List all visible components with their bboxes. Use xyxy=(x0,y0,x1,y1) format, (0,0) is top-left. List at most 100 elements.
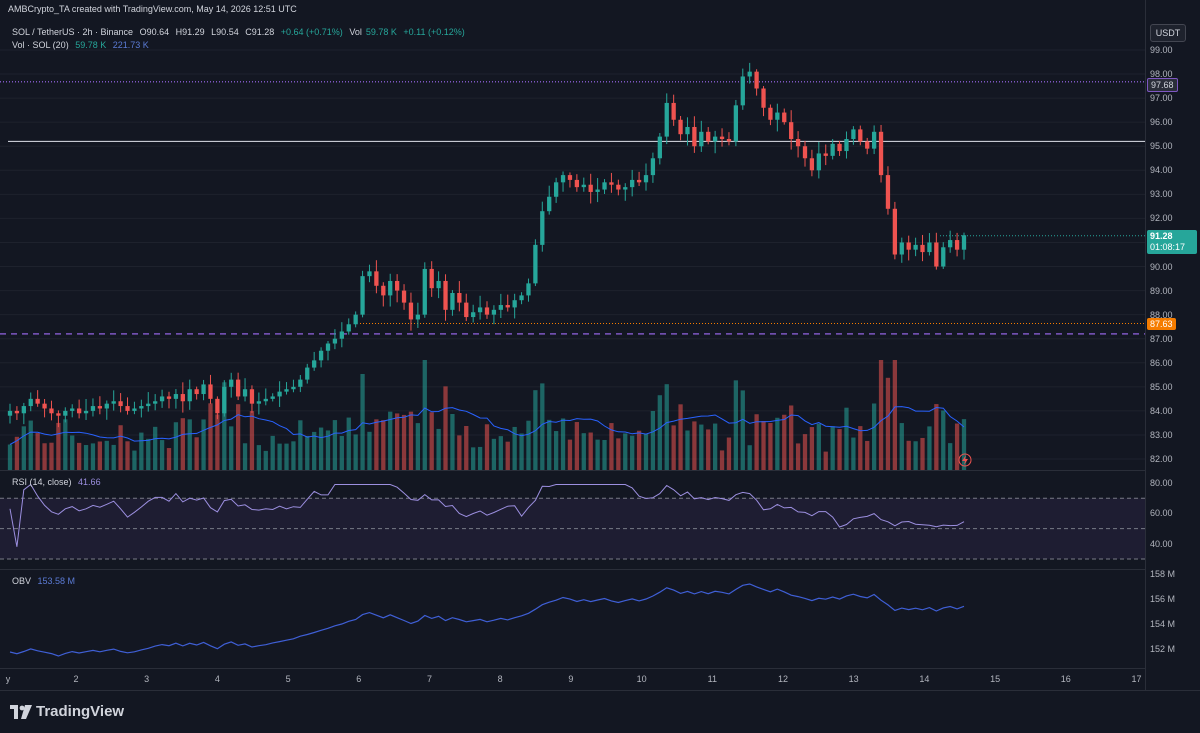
candle xyxy=(899,242,904,255)
volume-bar xyxy=(553,431,559,470)
candle xyxy=(298,379,303,387)
rsi-chart[interactable] xyxy=(0,471,1145,568)
candle xyxy=(526,283,531,296)
time-tick-label: y xyxy=(5,674,11,684)
candle xyxy=(215,398,220,414)
volume-bar xyxy=(782,414,787,470)
replay-lightning-icon xyxy=(958,453,972,467)
candle xyxy=(367,271,372,277)
price-chart[interactable] xyxy=(0,0,1145,470)
candle xyxy=(180,394,185,402)
obv-label[interactable]: OBV xyxy=(12,576,32,586)
time-tick-label: 13 xyxy=(848,674,859,684)
volume-bar xyxy=(325,430,331,470)
candle xyxy=(671,102,676,120)
candle xyxy=(719,136,725,140)
candle xyxy=(878,131,884,176)
volume-bar xyxy=(858,426,863,470)
volume-bar xyxy=(222,382,227,470)
time-tick-label: 7 xyxy=(426,674,433,684)
volume-bar xyxy=(464,425,469,470)
obv-axis[interactable]: 158 M 156 M 154 M 152 M xyxy=(1146,569,1200,668)
volume-bar xyxy=(194,437,199,470)
candle xyxy=(118,401,123,407)
candle xyxy=(83,410,89,414)
candle xyxy=(692,126,697,147)
volume-bar xyxy=(374,419,379,470)
replay-lightning-icon-ring xyxy=(958,453,972,467)
change-value: +0.64 (+0.71%) xyxy=(280,27,343,37)
price-axis[interactable]: 99.00 98.00 97.00 96.00 95.00 94.00 93.00 92.00… xyxy=(1146,0,1200,470)
symbol-label[interactable]: SOL / TetherUS · 2h · Binance xyxy=(12,27,134,37)
time-tick-label: 11 xyxy=(707,674,717,684)
volume-bar xyxy=(132,450,137,470)
pane-divider-1[interactable] xyxy=(0,470,1145,471)
candle xyxy=(256,401,262,404)
candle xyxy=(14,410,20,414)
candle xyxy=(789,122,794,140)
candle xyxy=(360,276,365,315)
rsi-axis[interactable]: 80.00 60.00 40.00 xyxy=(1146,471,1200,568)
volume-bar xyxy=(305,435,310,470)
currency-button[interactable]: USDT xyxy=(1150,24,1186,42)
pane-divider-2[interactable] xyxy=(0,569,1145,570)
volume-bar xyxy=(540,383,545,470)
price-tick-label: 84.00 xyxy=(1150,405,1173,416)
volume-bar xyxy=(235,404,241,470)
volume-bar xyxy=(768,423,773,470)
candle xyxy=(871,131,877,149)
rsi-line xyxy=(9,483,965,547)
volume-bar xyxy=(394,413,400,470)
candle xyxy=(830,143,835,156)
volume-bar xyxy=(961,419,967,470)
candle xyxy=(208,384,213,399)
candle xyxy=(823,153,828,156)
volume-bar xyxy=(505,441,510,470)
candle xyxy=(284,389,289,392)
volume-bar xyxy=(892,360,898,470)
volume-bar xyxy=(899,423,904,470)
volume-bar xyxy=(249,411,255,470)
vol-study-label[interactable]: Vol · SOL (20) xyxy=(12,40,69,50)
volume-bar xyxy=(747,445,752,470)
volume-bar xyxy=(595,439,600,470)
candle xyxy=(76,408,82,414)
candle xyxy=(153,401,158,404)
volume-bar xyxy=(491,438,497,470)
candle xyxy=(277,391,282,397)
volume-bar xyxy=(795,443,801,470)
candle xyxy=(885,175,891,209)
volume-bar xyxy=(574,422,580,470)
time-tick-label: 15 xyxy=(990,674,1001,684)
candle xyxy=(139,406,144,409)
volume-bar xyxy=(699,424,704,470)
price-tick-label: 89.00 xyxy=(1150,285,1173,296)
volume-bar xyxy=(381,420,386,470)
volume-bar xyxy=(35,433,40,470)
rsi-label[interactable]: RSI (14, close) xyxy=(12,477,72,487)
candle xyxy=(740,76,745,106)
time-tick-label: 17 xyxy=(1131,674,1142,684)
time-axis[interactable]: y 2 3 4 5 6 7 8 9 10 11 12 13 14 15 16 17 xyxy=(0,668,1145,689)
obv-legend: OBV 153.58 M xyxy=(12,576,79,586)
volume-bar xyxy=(125,441,130,470)
volume-bar xyxy=(97,441,103,470)
candle xyxy=(21,406,26,414)
volume-bar xyxy=(63,419,68,470)
time-tick-label: 9 xyxy=(568,674,574,684)
price-axis-border xyxy=(1145,0,1146,690)
candle xyxy=(457,292,462,303)
candle xyxy=(851,129,856,140)
candle xyxy=(401,290,407,303)
candle xyxy=(104,403,109,409)
price-tick-label: 87.00 xyxy=(1150,333,1173,344)
volume-bar xyxy=(298,420,303,470)
price-tick-label: 88.00 xyxy=(1150,309,1173,320)
volume-bar xyxy=(332,420,338,470)
volume-bar xyxy=(512,426,517,470)
candle xyxy=(706,131,711,142)
candle xyxy=(567,175,573,180)
obv-chart[interactable] xyxy=(0,570,1145,668)
volume-bar xyxy=(885,377,891,470)
tradingview-logo[interactable]: TradingView xyxy=(10,703,124,720)
